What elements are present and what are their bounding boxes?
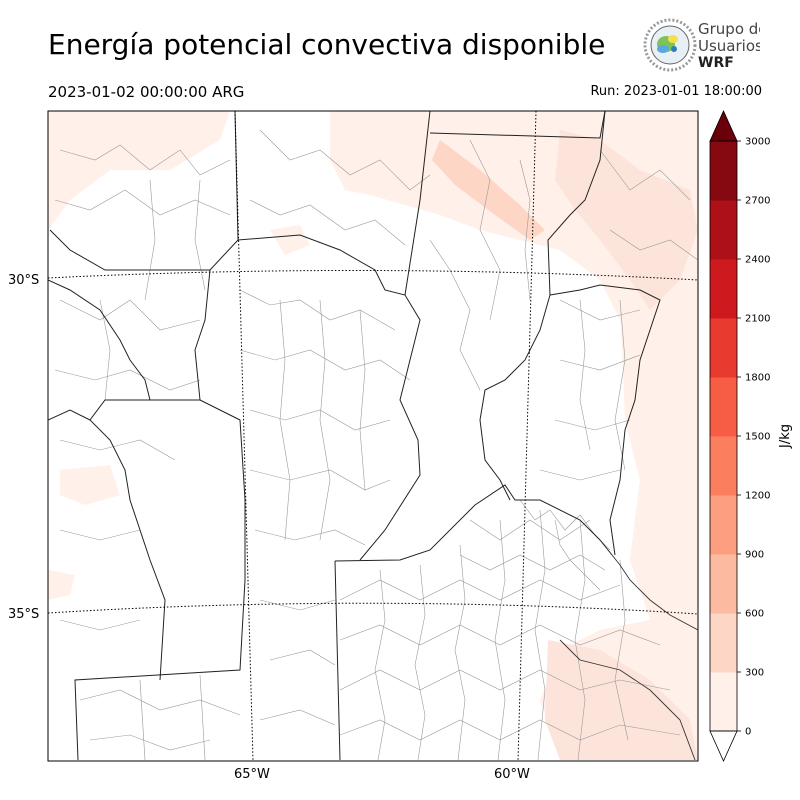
cape-field-northeast-band <box>555 130 698 310</box>
logo-line3: WRF <box>698 55 734 71</box>
lat-label-35s: 35°S <box>8 607 39 622</box>
valid-time: 2023-01-02 00:00:00 ARG <box>48 83 245 101</box>
buenos-aires-counties <box>339 499 681 761</box>
cape-field-west <box>60 465 120 505</box>
colorbar-tick-label: 2100 <box>745 314 770 325</box>
cape-field-south <box>545 640 698 760</box>
cape-field-west3 <box>270 225 310 255</box>
colorbar-bin <box>710 495 737 555</box>
colorbar-tick-label: 600 <box>745 609 764 620</box>
colorbar-bin <box>710 554 737 614</box>
colorbar-bin <box>710 436 737 496</box>
map-area <box>48 111 698 761</box>
county-boundaries <box>54 129 698 761</box>
colorbar-extend-max <box>709 110 738 142</box>
colorbar-bin <box>710 613 737 673</box>
colorbar-tick-label: 2700 <box>745 196 770 207</box>
lon-label-60w: 60°W <box>494 767 530 782</box>
colorbar-bin <box>710 259 737 319</box>
cape-field-northwest <box>48 111 230 230</box>
colorbar: 0 300 600 900 1200 1500 1800 2100 2400 2700 3000 <box>709 110 770 762</box>
parallel-35s <box>48 602 698 615</box>
colorbar-bin <box>710 318 737 378</box>
globe-icon <box>643 18 697 72</box>
map-title: Energía potencial convectiva disponible <box>48 28 606 61</box>
colorbar-tick-label: 900 <box>745 550 764 561</box>
colorbar-tick-label: 0 <box>745 727 751 738</box>
colorbar-bin <box>710 200 737 260</box>
colorbar-tick-label: 1500 <box>745 432 770 443</box>
logo-line2: Usuarios <box>698 37 760 55</box>
colorbar-tick-label: 3000 <box>745 137 770 148</box>
lat-label-30s: 30°S <box>8 273 39 288</box>
colorbar-extend-min <box>709 730 738 762</box>
colorbar-tick-label: 1800 <box>745 373 770 384</box>
map-frame <box>47 110 699 762</box>
cape-field-northeast-streak <box>432 140 545 240</box>
logo-line1: Grupo de <box>698 20 760 38</box>
lon-label-65w: 65°W <box>234 767 270 782</box>
run-time: Run: 2023-01-01 18:00:00 <box>590 84 762 99</box>
province-boundaries <box>48 111 661 761</box>
colorbar-bin <box>710 672 737 732</box>
graticule <box>48 111 698 761</box>
wrf-logo: Grupo de Usuarios WRF <box>643 18 760 72</box>
colorbar-bin <box>710 377 737 437</box>
colorbar-tick-label: 300 <box>745 668 764 679</box>
colorbar-unit-label: J/kg <box>778 424 793 449</box>
coastline <box>559 554 698 761</box>
cape-field-west2 <box>48 570 75 600</box>
colorbar-bin <box>710 141 737 201</box>
colorbar-tick-label: 2400 <box>745 255 770 266</box>
parallel-30s <box>48 269 698 281</box>
colorbar-tick-label: 1200 <box>745 491 770 502</box>
cape-shading <box>48 111 698 760</box>
